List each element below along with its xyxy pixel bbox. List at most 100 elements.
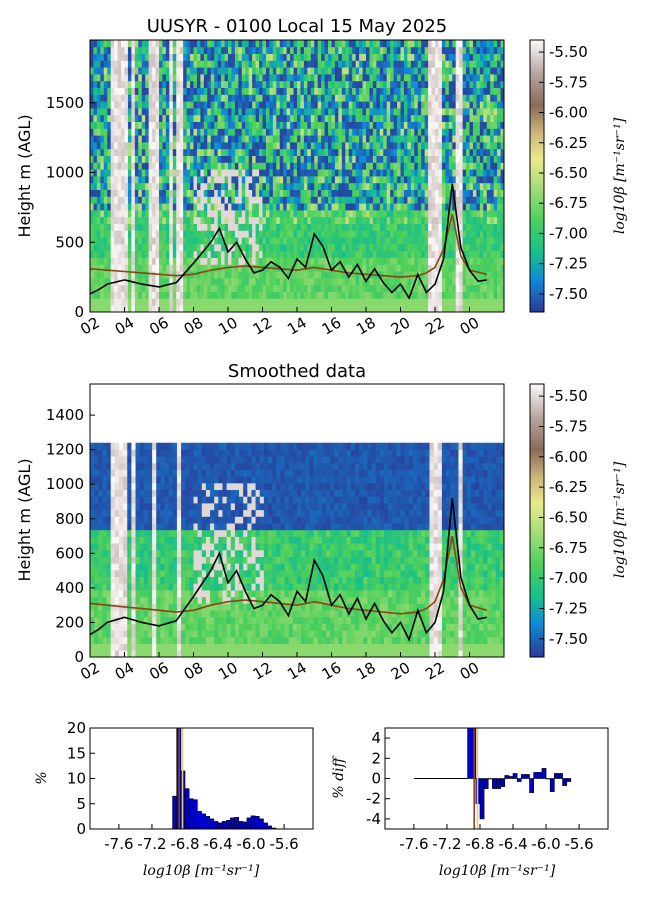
heatmap-cell <box>469 94 474 102</box>
heatmap-cell <box>96 80 101 88</box>
heatmap-cell <box>121 40 125 48</box>
heatmap-cell <box>265 46 270 54</box>
heatmap-cell <box>421 40 426 48</box>
heatmap-cell <box>121 60 125 68</box>
heatmap-cell <box>310 250 315 258</box>
heatmap-cell <box>338 182 343 190</box>
heatmap-cell <box>94 529 99 537</box>
heatmap-cell <box>403 128 408 136</box>
heatmap-cell <box>238 291 243 299</box>
heatmap-cell <box>231 135 236 143</box>
heatmap-cell <box>252 80 256 88</box>
heatmap-cell <box>90 536 95 544</box>
heatmap-cell <box>314 162 319 170</box>
heatmap-cell <box>276 169 281 177</box>
heatmap-cell <box>317 46 322 54</box>
heatmap-cell <box>283 135 288 143</box>
heatmap-cell <box>359 53 363 61</box>
heatmap-cell <box>114 40 118 48</box>
heatmap-cell <box>200 182 205 190</box>
heatmap-cell <box>472 74 477 82</box>
heatmap-cell <box>359 87 363 95</box>
heatmap-cell <box>324 101 329 109</box>
heatmap-cell <box>269 189 274 197</box>
heatmap-cell <box>431 94 436 102</box>
heatmap-cell <box>255 216 260 224</box>
heatmap-cell <box>483 40 488 48</box>
heatmap-cell <box>172 196 177 204</box>
heatmap-cell <box>493 284 498 292</box>
heatmap-cell <box>90 563 95 571</box>
heatmap-cell <box>328 210 332 218</box>
heatmap-cell <box>100 210 105 218</box>
heatmap-cell <box>186 135 191 143</box>
heatmap-cell <box>210 223 215 231</box>
heatmap-cell <box>103 250 108 258</box>
heatmap-cell <box>124 237 129 245</box>
heatmap-cell <box>493 87 498 95</box>
heatmap-cell <box>393 210 398 218</box>
heatmap-cell <box>110 155 115 163</box>
heatmap-cell <box>106 643 112 651</box>
heatmap-cell <box>355 264 360 272</box>
heatmap-cell <box>200 169 205 177</box>
heatmap-cell <box>403 67 408 75</box>
heatmap-cell <box>345 108 350 116</box>
heatmap-cell <box>145 40 150 48</box>
heatmap-cell <box>221 148 225 156</box>
heatmap-cell <box>459 257 463 265</box>
heatmap-cell <box>262 128 267 136</box>
heatmap-cell <box>417 244 422 252</box>
heatmap-cell <box>441 114 446 122</box>
heatmap-cell <box>314 210 319 218</box>
heatmap-cell <box>441 60 446 68</box>
heatmap-cell <box>386 278 391 286</box>
heatmap-cell <box>300 203 305 211</box>
heatmap-cell <box>328 203 332 211</box>
heatmap-cell <box>341 74 346 82</box>
heatmap-cell <box>297 250 301 258</box>
heatmap-cell <box>165 210 170 218</box>
heatmap-cell <box>497 87 501 95</box>
heatmap-cell <box>172 230 177 238</box>
heatmap-cell <box>490 46 495 54</box>
heatmap-cell <box>455 101 460 109</box>
heatmap-cell <box>500 203 504 211</box>
heatmap-cell <box>462 128 467 136</box>
heatmap-cell <box>96 162 101 170</box>
heatmap-cell <box>155 128 160 136</box>
heatmap-cell <box>331 80 336 88</box>
heatmap-cell <box>93 121 98 129</box>
heatmap-cell <box>90 456 95 464</box>
heatmap-cell <box>321 196 325 204</box>
heatmap-cell <box>390 101 394 109</box>
heatmap-cell <box>269 60 274 68</box>
heatmap-cell <box>165 155 170 163</box>
heatmap-cell <box>265 142 270 150</box>
heatmap-cell <box>265 94 270 102</box>
heatmap-cell <box>141 94 146 102</box>
heatmap-cell <box>145 298 150 306</box>
heatmap-cell <box>93 182 98 190</box>
heatmap-cell <box>90 264 94 272</box>
heatmap-cell <box>248 237 253 245</box>
heatmap-cell <box>121 121 125 129</box>
heatmap-cell <box>355 257 360 265</box>
heatmap-cell <box>403 94 408 102</box>
heatmap-cell <box>179 291 184 299</box>
heatmap-cell <box>255 189 260 197</box>
heatmap-cell <box>245 162 250 170</box>
heatmap-cell <box>421 176 426 184</box>
heatmap-cell <box>462 264 467 272</box>
heatmap-cell <box>479 67 484 75</box>
heatmap-cell <box>286 291 291 299</box>
heatmap-cell <box>127 237 132 245</box>
heatmap-cell <box>376 278 381 286</box>
heatmap-cell <box>455 257 460 265</box>
heatmap-cell <box>372 53 377 61</box>
heatmap-cell <box>393 67 398 75</box>
heatmap-cell <box>255 257 260 265</box>
heatmap-cell <box>379 264 384 272</box>
heatmap-cell <box>324 182 329 190</box>
heatmap-cell <box>224 74 229 82</box>
